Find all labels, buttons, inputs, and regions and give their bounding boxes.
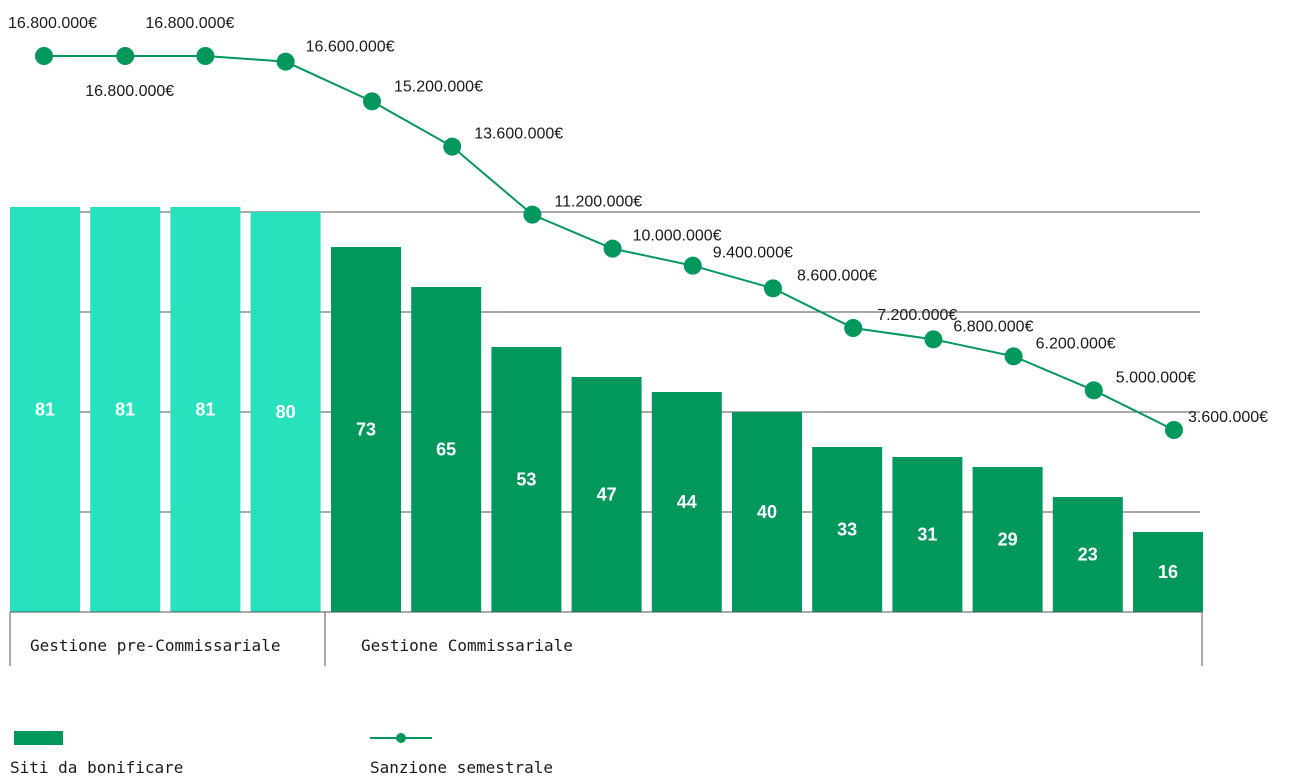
line-point-10: [844, 319, 863, 337]
line-point-8: [683, 256, 702, 275]
line-point-11: [924, 330, 943, 349]
bar-1: [90, 207, 161, 612]
line-series: 16.800.000€ 16.800.000€ 16.800.000€ 16.600.…: [8, 15, 1268, 439]
bar-value-label-8: 44: [677, 492, 697, 512]
legend-line-marker: [396, 733, 406, 743]
bar-value-label-12: 29: [998, 530, 1018, 550]
line-point-label-7: 10.000.000€: [633, 228, 722, 245]
bar-7: [571, 377, 642, 612]
line-point-label-3: 16.600.000€: [306, 39, 395, 56]
bar-value-label-6: 53: [516, 470, 536, 490]
line-point-label-4: 15.200.000€: [394, 78, 483, 95]
legend-label-bars: Siti da bonificare: [10, 758, 183, 776]
bar-4: [331, 247, 401, 612]
line-point-label-11: 6.800.000€: [953, 318, 1033, 335]
group-label-pre-commissariale: Gestione pre-Commissariale: [30, 636, 280, 655]
line-point-14: [1165, 421, 1183, 439]
line-point-label-1: 16.800.000€: [85, 83, 174, 100]
bar-3: [250, 212, 321, 612]
bar-13: [1052, 497, 1123, 612]
line-point-4: [363, 92, 381, 111]
bar-value-label-7: 47: [597, 485, 617, 505]
bar-2: [170, 207, 241, 612]
line-point-6: [523, 205, 542, 224]
bar-0: [10, 207, 80, 612]
line-point-label-5: 13.600.000€: [474, 126, 563, 143]
bar-11: [892, 457, 963, 612]
bar-value-label-9: 40: [757, 502, 777, 522]
line-point-9: [764, 279, 782, 298]
bar-12: [972, 467, 1043, 612]
line-point-3: [276, 52, 295, 71]
line-point-label-12: 6.200.000€: [1036, 335, 1116, 352]
line-point-label-9: 8.600.000€: [797, 267, 877, 284]
bar-9: [732, 412, 802, 612]
legend-bar-swatch: [14, 731, 63, 745]
bar-value-label-3: 80: [276, 402, 296, 422]
bar-value-label-5: 65: [436, 440, 456, 460]
bar-value-label-1: 81: [115, 400, 135, 420]
group-axis: Gestione pre-Commissariale Gestione Comm…: [9, 611, 1203, 666]
line-point-label-8: 9.400.000€: [713, 245, 793, 262]
bar-5: [411, 287, 482, 612]
bars-series: [10, 207, 1203, 612]
bar-value-label-10: 33: [837, 520, 857, 540]
line-point-5: [443, 137, 462, 156]
line-point-0: [35, 47, 53, 65]
line-point-label-2: 16.800.000€: [145, 15, 234, 32]
line-point-1: [116, 47, 135, 65]
bar-value-label-4: 73: [356, 420, 376, 440]
group-label-commissariale: Gestione Commissariale: [361, 636, 573, 655]
bar-6: [491, 347, 562, 612]
bar-value-labels: 81 81 81 80 73 65 53 47 44 40 33 31 29 23 16: [35, 400, 1178, 583]
line-point-label-14: 3.600.000€: [1188, 409, 1268, 426]
bar-14: [1133, 532, 1203, 612]
bar-value-label-2: 81: [195, 400, 215, 420]
line-point-label-10: 7.200.000€: [877, 307, 957, 324]
line-point-2: [196, 47, 215, 65]
bar-value-label-11: 31: [917, 525, 937, 545]
bar-10: [812, 447, 883, 612]
bar-value-label-14: 16: [1158, 562, 1178, 582]
bar-value-label-13: 23: [1078, 545, 1098, 565]
line-point-12: [1004, 347, 1023, 366]
line-point-13: [1084, 381, 1103, 400]
line-point-label-6: 11.200.000€: [554, 194, 642, 211]
bar-value-label-0: 81: [35, 400, 55, 420]
bar-8: [651, 392, 722, 612]
line-point-label-13: 5.000.000€: [1116, 369, 1196, 386]
legend: Siti da bonificare Sanzione semestrale: [10, 731, 553, 776]
legend-label-line: Sanzione semestrale: [370, 758, 553, 776]
line-point-label-0: 16.800.000€: [8, 15, 97, 32]
line-point-7: [603, 239, 622, 258]
